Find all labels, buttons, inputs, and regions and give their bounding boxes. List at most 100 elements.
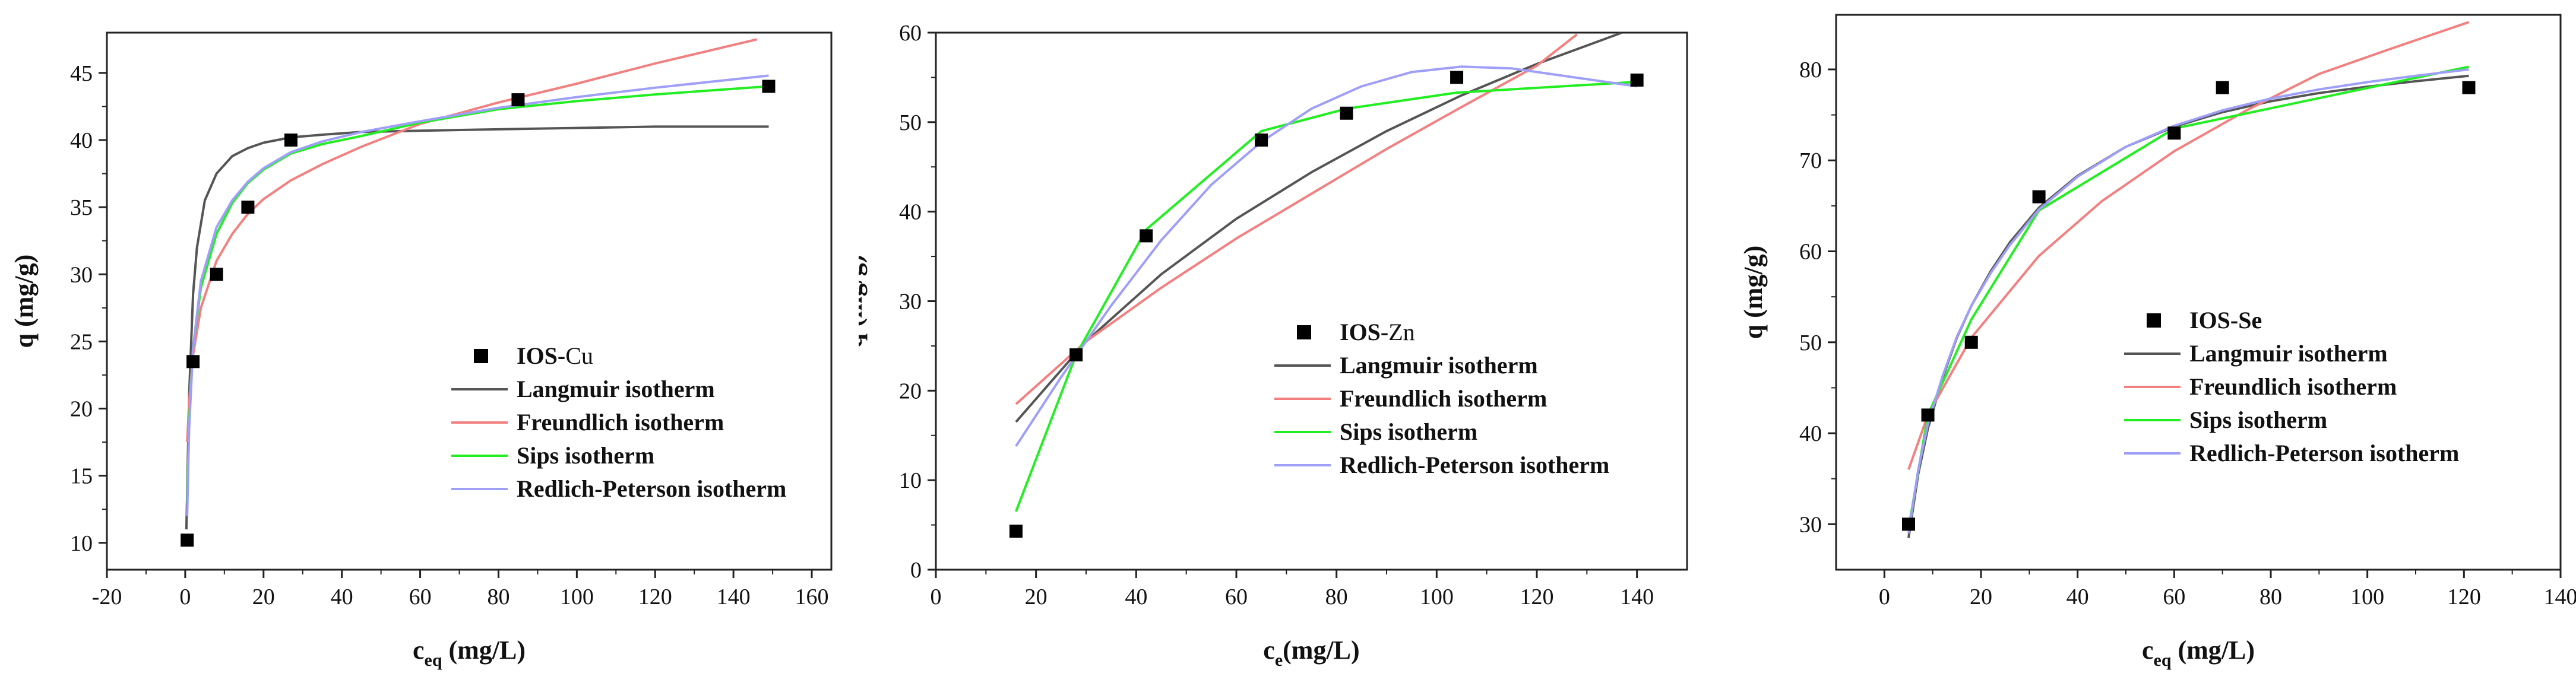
data-point xyxy=(1630,73,1644,87)
x-axis-title-sub: e xyxy=(1275,650,1283,670)
x-axis-title: ceq (mg/L) xyxy=(2142,636,2255,670)
legend-label-part: Cu xyxy=(565,342,593,369)
legend-marker-points xyxy=(474,349,488,363)
series-line-langmuir-isotherm xyxy=(185,125,769,530)
data-point xyxy=(186,355,200,369)
x-axis-title-sub: eq xyxy=(425,650,442,670)
x-tick-label: 20 xyxy=(252,585,275,609)
series-line-redlich-peterson-isotherm xyxy=(1015,65,1637,447)
x-tick-label: 120 xyxy=(638,585,672,609)
x-tick-label: 40 xyxy=(2067,585,2089,609)
y-tick-label: 10 xyxy=(70,531,93,556)
series-line-redlich-peterson-isotherm xyxy=(1907,68,2469,534)
y-tick-label: 60 xyxy=(899,21,922,46)
legend-label: Freundlich isotherm xyxy=(517,409,724,436)
legend-label: Redlich-Peterson isotherm xyxy=(517,475,786,502)
legend-label-points: IOS-Se xyxy=(2189,307,2262,334)
plot-area xyxy=(1907,21,2470,538)
data-point xyxy=(1009,525,1023,538)
legend-label: Langmuir isotherm xyxy=(2189,340,2388,367)
y-tick-label: 10 xyxy=(899,468,922,493)
x-axis-title-main: c xyxy=(2142,636,2154,665)
y-tick-label: 25 xyxy=(70,329,93,354)
x-tick-label: -20 xyxy=(92,585,122,609)
x-axis-title: ceq (mg/L) xyxy=(413,636,526,670)
x-tick-label: 20 xyxy=(1025,585,1048,609)
x-tick-label: 60 xyxy=(409,585,432,609)
data-point xyxy=(1069,348,1083,361)
legend-label-part: IOS- xyxy=(517,342,565,369)
legend-marker-points xyxy=(1297,325,1311,339)
legend-label: Redlich-Peterson isotherm xyxy=(1340,452,1609,478)
legend-label: Freundlich isotherm xyxy=(2189,373,2397,400)
y-tick-label: 40 xyxy=(70,128,93,153)
x-tick-label: 0 xyxy=(931,585,942,609)
y-tick-label: 30 xyxy=(899,290,922,315)
data-point xyxy=(2032,190,2046,204)
y-axis-title: q (mg/g) xyxy=(1739,246,1768,339)
legend-label: Sips isotherm xyxy=(2189,406,2327,433)
data-point xyxy=(1140,229,1153,243)
legend-label-part: IOS- xyxy=(1340,319,1388,345)
plot-frame xyxy=(106,31,833,571)
legend-label-part: IOS-Se xyxy=(2189,307,2262,334)
data-point xyxy=(2462,81,2476,94)
legend-label: Langmuir isotherm xyxy=(517,376,715,402)
x-tick-label: 120 xyxy=(2447,585,2481,609)
x-tick-label: 0 xyxy=(1879,585,1890,609)
y-tick-label: 50 xyxy=(1799,331,1822,355)
data-point xyxy=(1902,517,1915,531)
legend-label: Langmuir isotherm xyxy=(1340,352,1538,379)
y-tick-label: 40 xyxy=(1799,421,1822,446)
data-point xyxy=(2216,81,2229,94)
y-tick-label: 80 xyxy=(1799,58,1822,82)
y-tick-label: 15 xyxy=(70,464,93,489)
x-axis-title-main: c xyxy=(413,636,425,665)
data-point xyxy=(181,533,194,547)
y-tick-label: 45 xyxy=(70,61,93,86)
y-tick-label: 0 xyxy=(910,558,922,583)
y-tick-label: 30 xyxy=(1799,512,1822,537)
x-tick-label: 120 xyxy=(1520,585,1554,609)
x-tick-label: 160 xyxy=(795,585,829,609)
series-line-freundlich-isotherm xyxy=(186,38,758,443)
legend-label: Redlich-Peterson isotherm xyxy=(2189,440,2459,466)
plot-area xyxy=(185,38,769,530)
data-point xyxy=(241,201,255,214)
x-tick-label: 60 xyxy=(1225,585,1248,609)
legend-marker-points xyxy=(2147,313,2161,328)
chart-ios-cu: -20 0 20 40 60 80 100 120 140 160 10 15 20 25 30 35 40 45… xyxy=(10,31,833,670)
legend-label: Sips isotherm xyxy=(517,442,654,469)
y-tick-label: 40 xyxy=(899,200,922,225)
data-point xyxy=(1340,106,1353,120)
series-line-redlich-peterson-isotherm xyxy=(186,74,769,516)
chart-ios-zn: 0 20 40 60 80 100 120 140 0 10 20 30 40 50 60 ce(mg/L) q… xyxy=(859,21,1688,670)
x-tick-label: 80 xyxy=(487,585,509,609)
data-point xyxy=(1255,134,1268,147)
data-point xyxy=(1964,335,1978,349)
x-tick-label: 40 xyxy=(331,585,353,609)
y-tick-label: 70 xyxy=(1799,148,1822,173)
y-tick-label: 35 xyxy=(70,195,93,220)
y-tick-label: 20 xyxy=(899,379,922,404)
series-line-freundlich-isotherm xyxy=(1907,21,2470,471)
x-tick-label: 100 xyxy=(560,585,594,609)
series-line-sips-isotherm xyxy=(1015,81,1637,512)
data-point xyxy=(1921,408,1935,422)
x-tick-label: 100 xyxy=(1420,585,1454,609)
x-tick-label: 60 xyxy=(2163,585,2185,609)
legend-label-points: IOS-Cu xyxy=(517,342,593,369)
y-axis-title: q (mg/g) xyxy=(10,255,39,348)
legend-label-points: IOS-Zn xyxy=(1340,319,1415,345)
data-point xyxy=(1450,71,1464,84)
data-point xyxy=(284,134,298,147)
plot-frame xyxy=(935,31,1688,571)
x-axis-title-unit: (mg/L) xyxy=(1283,636,1360,665)
y-tick-label: 20 xyxy=(70,397,93,422)
x-axis-title: ce(mg/L) xyxy=(1263,636,1359,670)
data-point xyxy=(762,80,776,93)
x-axis-title-unit: (mg/L) xyxy=(442,636,526,665)
x-tick-label: 140 xyxy=(1620,585,1654,609)
plot-frame xyxy=(1835,14,2562,571)
x-tick-label: 40 xyxy=(1125,585,1147,609)
